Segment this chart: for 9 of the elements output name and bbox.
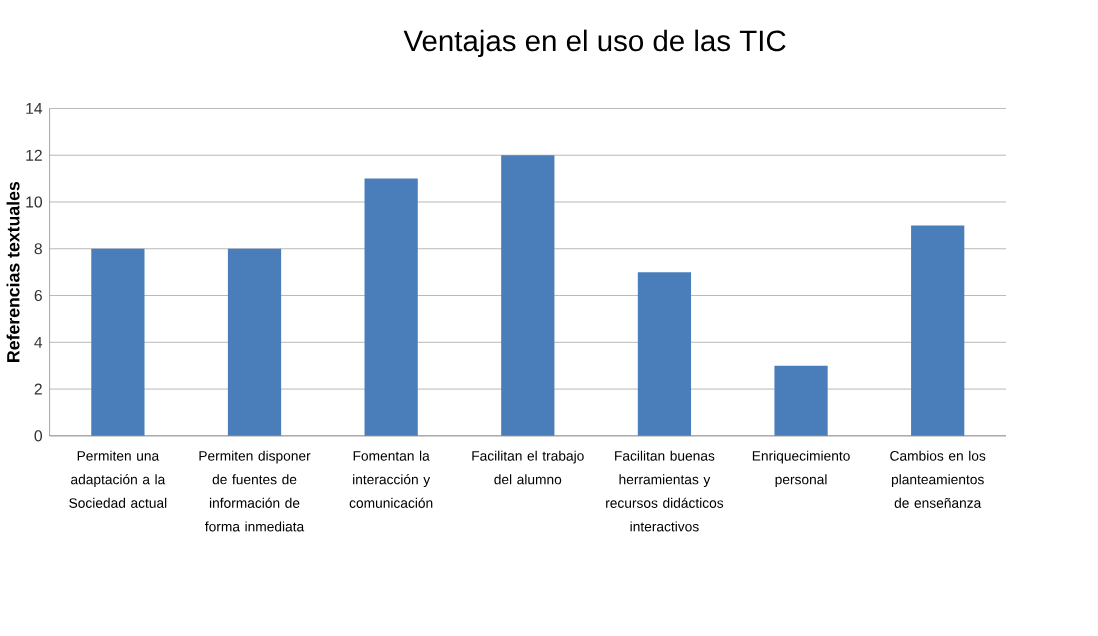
bar (364, 179, 418, 437)
bar (774, 366, 828, 437)
bar (227, 249, 282, 437)
bar (911, 225, 965, 437)
bar (501, 155, 555, 437)
bar (637, 272, 692, 437)
y-axis-title: Referencias textuales (6, 182, 20, 363)
chart-title: Ventajas en el uso de las TIC (403, 30, 786, 58)
bar (91, 249, 145, 437)
